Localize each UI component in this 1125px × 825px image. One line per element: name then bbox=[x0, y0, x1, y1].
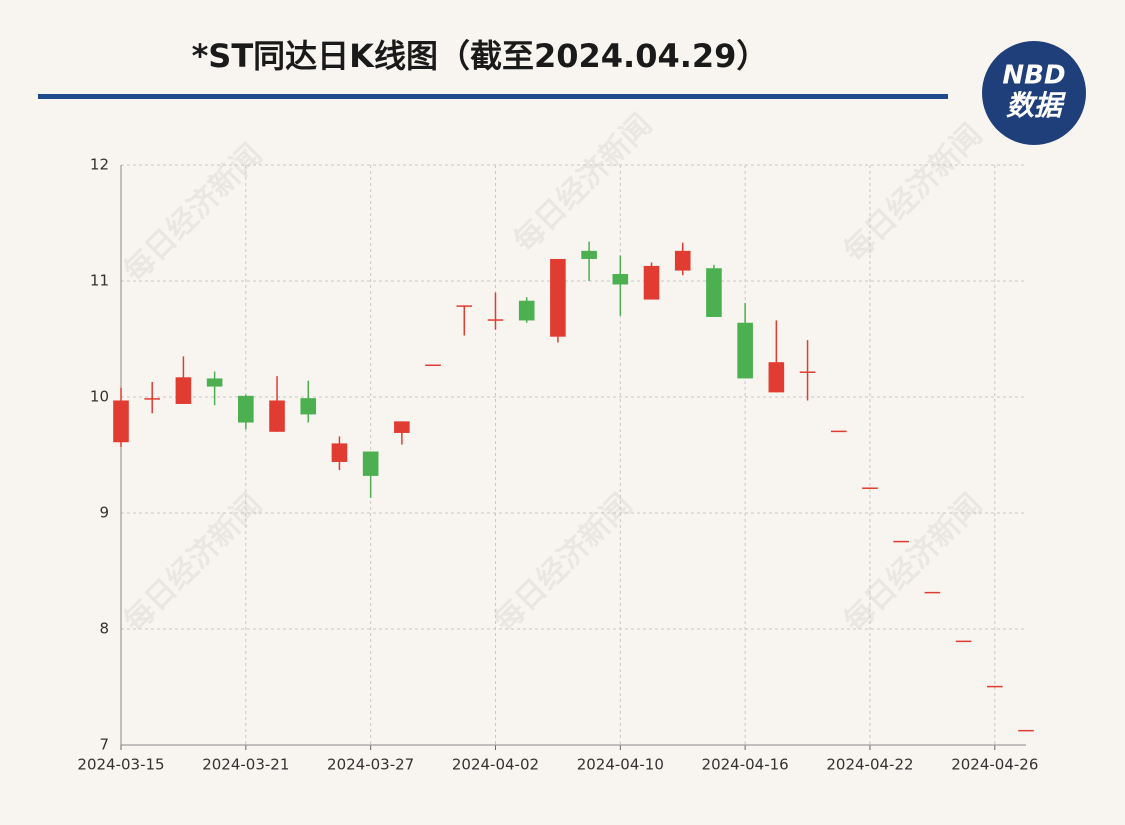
candle-body bbox=[1018, 729, 1034, 732]
candle-body bbox=[768, 362, 785, 393]
candle-body bbox=[394, 421, 410, 433]
x-tick-label: 2024-04-22 bbox=[826, 756, 913, 774]
candle-body bbox=[175, 377, 192, 404]
candle-body bbox=[206, 378, 223, 387]
x-tick-label: 2024-04-02 bbox=[452, 756, 539, 774]
y-tick-label: 7 bbox=[99, 736, 109, 754]
x-tick-label: 2024-03-27 bbox=[327, 756, 414, 774]
x-tick-label: 2024-04-10 bbox=[577, 756, 664, 774]
x-tick-label: 2024-03-21 bbox=[202, 756, 289, 774]
x-tick-label: 2024-03-15 bbox=[77, 756, 164, 774]
candle-body bbox=[550, 258, 566, 337]
logo-badge bbox=[982, 41, 1086, 145]
candle-body bbox=[113, 400, 129, 443]
candle-body bbox=[893, 540, 909, 543]
candle-body bbox=[518, 300, 535, 321]
logo-sub: 数据 bbox=[1006, 89, 1067, 122]
candle-body bbox=[924, 591, 941, 594]
candle-body bbox=[300, 398, 317, 415]
candle-body bbox=[425, 364, 441, 367]
candle-body bbox=[674, 250, 691, 271]
candle-body bbox=[269, 400, 285, 432]
candle-body bbox=[456, 305, 473, 307]
candle-body bbox=[955, 640, 972, 643]
candle-body bbox=[144, 398, 161, 400]
candle-body bbox=[706, 268, 722, 317]
y-tick-label: 11 bbox=[90, 272, 109, 290]
candle-body bbox=[799, 371, 816, 373]
candle-body bbox=[487, 319, 504, 321]
chart-title: *ST同达日K线图（截至2024.04.29） bbox=[192, 37, 769, 75]
y-tick-label: 10 bbox=[90, 388, 109, 406]
y-tick-label: 12 bbox=[90, 156, 109, 174]
y-tick-label: 9 bbox=[99, 504, 109, 522]
plot: 7 8 9 10 11 12 2024-03-15 2024-03-21 2024-03-27 2… bbox=[77, 156, 1038, 774]
candle-body bbox=[643, 265, 660, 300]
candle-body bbox=[830, 430, 847, 433]
candle-body bbox=[331, 443, 348, 462]
candle-body bbox=[238, 395, 254, 423]
logo-brand: NBD bbox=[1002, 61, 1065, 91]
candle-body bbox=[362, 451, 379, 476]
candle-body bbox=[862, 487, 878, 489]
candle-body bbox=[737, 322, 753, 379]
candle-body bbox=[612, 274, 629, 285]
y-tick-label: 8 bbox=[99, 620, 109, 638]
candle-body bbox=[986, 685, 1003, 688]
title-rule bbox=[38, 94, 948, 99]
candle-body bbox=[581, 250, 597, 259]
x-tick-label: 2024-04-26 bbox=[951, 756, 1038, 774]
x-tick-label: 2024-04-16 bbox=[702, 756, 789, 774]
